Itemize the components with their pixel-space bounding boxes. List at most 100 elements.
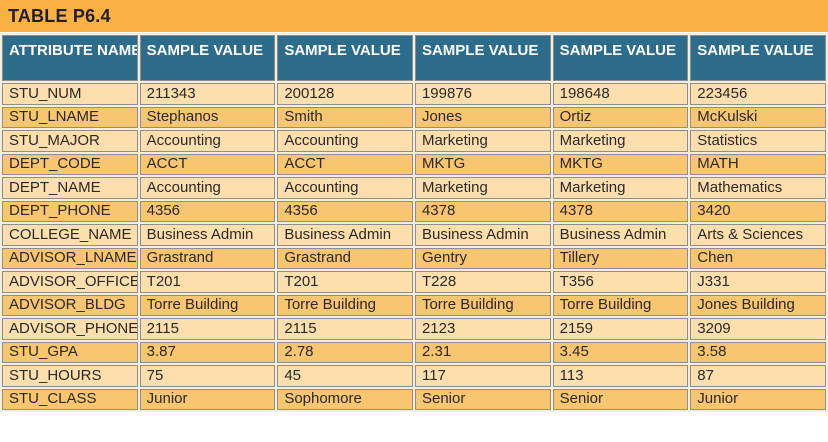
sample-value-cell: 2.78: [277, 341, 413, 363]
table-row: DEPT_NAME Accounting Accounting Marketing Ma…: [2, 177, 826, 199]
sample-value-cell: 200128: [277, 83, 413, 105]
sample-value-cell: 45: [277, 365, 413, 387]
sample-value-cell: 2.31: [414, 341, 551, 363]
sample-value-cell: 199876: [414, 83, 551, 105]
sample-value-cell: 3209: [690, 318, 826, 340]
sample-value-cell: 113: [552, 365, 689, 387]
attribute-name-cell: STU_CLASS: [2, 388, 138, 410]
sample-value-cell: Marketing: [414, 177, 551, 199]
table-row: ADVISOR_OFFICE T201 T201 T228 T356 J331: [2, 271, 826, 293]
sample-value-cell: Tillery: [552, 247, 689, 269]
sample-value-cell: Statistics: [690, 130, 826, 152]
sample-value-cell: ACCT: [277, 153, 413, 175]
sample-value-cell: 2115: [139, 318, 276, 340]
table-row: STU_CLASS Junior Sophomore Senior Senior Juni…: [2, 388, 826, 410]
sample-value-cell: T201: [139, 271, 276, 293]
sample-value-cell: 211343: [139, 83, 276, 105]
attribute-name-cell: STU_LNAME: [2, 106, 138, 128]
sample-value-cell: MATH: [690, 153, 826, 175]
attribute-name-cell: ADVISOR_BLDG: [2, 294, 138, 316]
sample-value-cell: T228: [414, 271, 551, 293]
table-body: STU_NUM 211343 200128 199876 198648 223456 STU…: [2, 83, 826, 410]
sample-value-cell: 4378: [414, 200, 551, 222]
sample-value-cell: Mathematics: [690, 177, 826, 199]
sample-value-cell: Accounting: [277, 130, 413, 152]
table-title-bar: TABLE P6.4: [0, 0, 828, 32]
sample-value-header: SAMPLE VALUE: [277, 35, 413, 81]
sample-value-cell: Chen: [690, 247, 826, 269]
sample-value-cell: Business Admin: [414, 224, 551, 246]
attribute-name-cell: DEPT_PHONE: [2, 200, 138, 222]
table-row: STU_MAJOR Accounting Accounting Marketing Ma…: [2, 130, 826, 152]
sample-value-cell: 2159: [552, 318, 689, 340]
attribute-name-header: ATTRIBUTE NAME: [2, 35, 138, 81]
sample-value-cell: Business Admin: [139, 224, 276, 246]
attribute-name-cell: COLLEGE_NAME: [2, 224, 138, 246]
table-head: ATTRIBUTE NAME SAMPLE VALUE SAMPLE VALUE SA…: [2, 35, 826, 81]
sample-value-cell: Arts & Sciences: [690, 224, 826, 246]
sample-value-header: SAMPLE VALUE: [414, 35, 551, 81]
sample-value-cell: Junior: [690, 388, 826, 410]
sample-value-cell: Junior: [139, 388, 276, 410]
sample-value-cell: Marketing: [414, 130, 551, 152]
sample-value-cell: MKTG: [552, 153, 689, 175]
sample-value-cell: 117: [414, 365, 551, 387]
table-title: TABLE P6.4: [8, 5, 111, 26]
sample-value-cell: Smith: [277, 106, 413, 128]
sample-value-cell: J331: [690, 271, 826, 293]
sample-value-cell: Grastrand: [277, 247, 413, 269]
sample-value-cell: McKulski: [690, 106, 826, 128]
sample-value-cell: Marketing: [552, 130, 689, 152]
sample-value-cell: Torre Building: [277, 294, 413, 316]
sample-value-cell: Senior: [552, 388, 689, 410]
sample-value-cell: 4356: [139, 200, 276, 222]
attribute-name-cell: DEPT_NAME: [2, 177, 138, 199]
sample-value-cell: Grastrand: [139, 247, 276, 269]
sample-value-cell: Marketing: [552, 177, 689, 199]
sample-value-cell: 2115: [277, 318, 413, 340]
table-row: DEPT_PHONE 4356 4356 4378 4378 3420: [2, 200, 826, 222]
sample-value-cell: T356: [552, 271, 689, 293]
sample-value-header: SAMPLE VALUE: [139, 35, 276, 81]
table-row: STU_NUM 211343 200128 199876 198648 223456: [2, 83, 826, 105]
sample-value-cell: Ortiz: [552, 106, 689, 128]
table-row: ADVISOR_PHONE 2115 2115 2123 2159 3209: [2, 318, 826, 340]
sample-value-cell: Business Admin: [552, 224, 689, 246]
sample-value-cell: Torre Building: [414, 294, 551, 316]
attribute-name-cell: STU_GPA: [2, 341, 138, 363]
sample-value-cell: 2123: [414, 318, 551, 340]
sample-value-cell: 3420: [690, 200, 826, 222]
table-row: STU_HOURS 75 45 117 113 87: [2, 365, 826, 387]
sample-value-cell: Jones Building: [690, 294, 826, 316]
sample-value-cell: Jones: [414, 106, 551, 128]
sample-value-cell: ACCT: [139, 153, 276, 175]
attribute-name-cell: DEPT_CODE: [2, 153, 138, 175]
attribute-name-cell: STU_NUM: [2, 83, 138, 105]
sample-value-cell: 3.58: [690, 341, 826, 363]
table-row: STU_LNAME Stephanos Smith Jones Ortiz McKulsk…: [2, 106, 826, 128]
sample-value-cell: 75: [139, 365, 276, 387]
sample-value-cell: Torre Building: [139, 294, 276, 316]
sample-value-cell: 223456: [690, 83, 826, 105]
sample-value-cell: 87: [690, 365, 826, 387]
sample-value-cell: 3.87: [139, 341, 276, 363]
sample-value-cell: 3.45: [552, 341, 689, 363]
attribute-name-cell: ADVISOR_OFFICE: [2, 271, 138, 293]
table-row: DEPT_CODE ACCT ACCT MKTG MKTG MATH: [2, 153, 826, 175]
sample-value-cell: Accounting: [139, 177, 276, 199]
attribute-name-cell: ADVISOR_LNAME: [2, 247, 138, 269]
sample-value-cell: MKTG: [414, 153, 551, 175]
table-row: ADVISOR_BLDG Torre Building Torre Building…: [2, 294, 826, 316]
sample-value-header: SAMPLE VALUE: [552, 35, 689, 81]
attribute-sample-table: ATTRIBUTE NAME SAMPLE VALUE SAMPLE VALUE SA…: [0, 33, 828, 412]
attribute-name-cell: ADVISOR_PHONE: [2, 318, 138, 340]
attribute-name-cell: STU_HOURS: [2, 365, 138, 387]
table-row: STU_GPA 3.87 2.78 2.31 3.45 3.58: [2, 341, 826, 363]
sample-value-header: SAMPLE VALUE: [690, 35, 826, 81]
sample-value-cell: Business Admin: [277, 224, 413, 246]
sample-value-cell: Accounting: [277, 177, 413, 199]
sample-value-cell: Torre Building: [552, 294, 689, 316]
sample-value-cell: 4378: [552, 200, 689, 222]
sample-value-cell: Stephanos: [139, 106, 276, 128]
